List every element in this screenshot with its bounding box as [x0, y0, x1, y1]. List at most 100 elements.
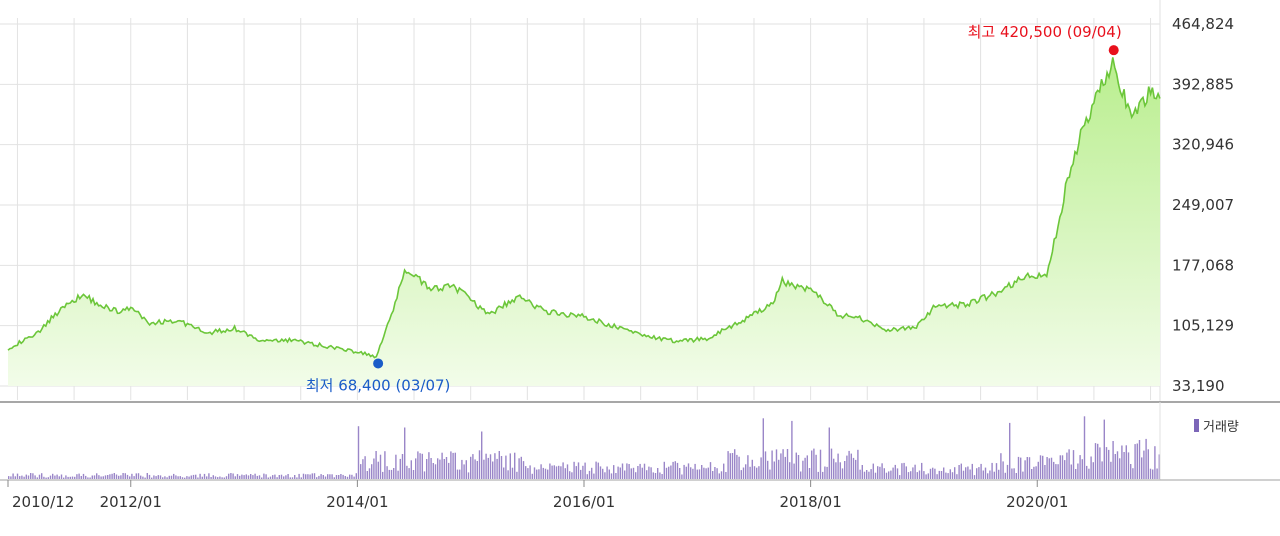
volume-bar [366, 471, 368, 479]
volume-bar [910, 471, 912, 479]
volume-bar [654, 473, 657, 479]
volume-bar [841, 468, 844, 479]
volume-bar [236, 474, 239, 479]
volume-bar [940, 471, 943, 479]
volume-bar [423, 471, 426, 479]
volume-bar [377, 461, 379, 479]
volume-bar [507, 470, 509, 479]
volume-bar [1013, 468, 1015, 479]
volume-bar [1143, 450, 1145, 479]
volume-bar [696, 469, 698, 479]
volume-bar [676, 462, 679, 479]
volume-bar [206, 476, 208, 479]
volume-bar [602, 468, 604, 479]
volume-bar [723, 463, 725, 479]
volume-bar [223, 477, 225, 479]
volume-bar [516, 471, 518, 479]
volume-bar [1083, 416, 1086, 479]
volume-bar [1015, 473, 1017, 479]
volume-bar [863, 471, 866, 479]
volume-bar [327, 474, 329, 479]
volume-bar [47, 477, 49, 479]
volume-bar [195, 474, 197, 479]
volume-bar [905, 466, 907, 479]
volume-bar [533, 467, 536, 479]
volume-bar [1068, 449, 1070, 479]
volume-bar [698, 469, 701, 479]
volume-bar [1022, 471, 1024, 479]
volume-bar [852, 457, 855, 479]
volume-bar [1000, 453, 1002, 479]
volume-bar [995, 463, 998, 479]
volume-bar [212, 475, 214, 479]
volume-bar [643, 463, 646, 479]
volume-bar [665, 467, 668, 479]
volume-bar [452, 452, 454, 479]
volume-bar [571, 472, 573, 479]
volume-bar [971, 463, 973, 479]
volume-bar [445, 457, 448, 479]
volume-bar [85, 475, 87, 479]
volume-bar [597, 462, 599, 479]
volume-bar [162, 477, 164, 479]
volume-bar [692, 468, 694, 479]
volume-bar [203, 473, 206, 479]
volume-bar [998, 469, 1000, 479]
volume-bar [1050, 457, 1053, 479]
volume-bar [155, 476, 157, 479]
volume-bar [635, 472, 637, 479]
volume-bar [146, 473, 148, 479]
volume-bar [181, 477, 184, 479]
volume-bar [1094, 443, 1097, 479]
volume-bar [569, 471, 571, 479]
volume-bar [267, 477, 269, 479]
volume-bar [214, 476, 217, 479]
volume-bar [918, 470, 921, 479]
volume-bar [1149, 468, 1152, 479]
volume-bar [885, 472, 888, 479]
volume-bar [456, 469, 459, 479]
volume-bar [780, 453, 782, 479]
volume-bar [76, 474, 78, 479]
volume-bar [599, 466, 602, 479]
volume-bar [764, 451, 767, 479]
volume-bar [824, 466, 826, 479]
volume-bar [256, 475, 258, 479]
volume-bar [184, 477, 186, 479]
volume-bar [839, 462, 841, 479]
volume-bar [329, 474, 331, 479]
volume-bar [672, 461, 674, 479]
volume-bar [38, 474, 41, 479]
volume-bar [159, 475, 162, 479]
volume-bar [142, 476, 144, 479]
volume-bar [232, 473, 234, 479]
volume-bar [14, 476, 16, 479]
volume-bar [509, 453, 511, 479]
volume-bar [1037, 461, 1039, 479]
volume-bar [1105, 447, 1108, 479]
volume-bar [353, 476, 355, 479]
volume-bar [287, 474, 289, 479]
volume-bar [311, 473, 313, 479]
volume-bar [210, 477, 212, 479]
volume-bar [753, 466, 756, 479]
volume-bar [500, 456, 503, 479]
volume-bar [716, 468, 718, 479]
volume-bar [850, 453, 852, 479]
volume-bar [1108, 449, 1110, 479]
volume-bar [767, 460, 769, 479]
volume-bar [628, 464, 630, 479]
volume-bar [153, 475, 155, 479]
volume-bar [228, 473, 230, 479]
volume-bar [199, 473, 201, 479]
volume-bar [437, 458, 439, 479]
volume-bar [412, 470, 415, 479]
volume-bar [340, 474, 342, 479]
volume-bar [624, 470, 626, 479]
volume-bar [459, 469, 461, 479]
volume-bar [806, 455, 808, 479]
volume-bar [1026, 457, 1028, 479]
volume-bar [133, 476, 135, 479]
volume-bar [729, 453, 731, 479]
volume-bar [8, 476, 10, 479]
